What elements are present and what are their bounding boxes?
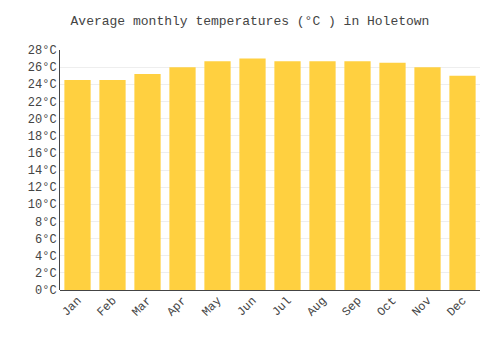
- svg-text:8°C: 8°C: [35, 216, 57, 230]
- svg-text:10°C: 10°C: [28, 198, 57, 212]
- svg-text:2°C: 2°C: [35, 267, 57, 281]
- svg-text:Average monthly temperatures (: Average monthly temperatures (°C ) in Ho…: [71, 14, 430, 29]
- svg-text:Mar: Mar: [129, 294, 154, 319]
- svg-text:18°C: 18°C: [28, 130, 57, 144]
- svg-text:20°C: 20°C: [28, 113, 57, 127]
- svg-text:Apr: Apr: [164, 294, 189, 319]
- svg-text:14°C: 14°C: [28, 164, 57, 178]
- svg-text:28°C: 28°C: [28, 44, 57, 58]
- svg-text:Dec: Dec: [444, 294, 469, 319]
- svg-text:Aug: Aug: [304, 294, 329, 319]
- svg-text:24°C: 24°C: [28, 78, 57, 92]
- svg-text:Feb: Feb: [94, 294, 119, 319]
- svg-text:May: May: [199, 294, 224, 319]
- svg-text:Jun: Jun: [234, 294, 259, 319]
- svg-text:6°C: 6°C: [35, 233, 57, 247]
- svg-text:0°C: 0°C: [35, 284, 57, 298]
- svg-text:4°C: 4°C: [35, 250, 57, 264]
- svg-text:16°C: 16°C: [28, 147, 57, 161]
- svg-text:12°C: 12°C: [28, 181, 57, 195]
- svg-text:26°C: 26°C: [28, 61, 57, 75]
- svg-text:Jul: Jul: [269, 294, 294, 319]
- svg-text:Oct: Oct: [374, 294, 399, 319]
- svg-text:Nov: Nov: [409, 294, 434, 319]
- svg-text:Sep: Sep: [339, 294, 364, 319]
- svg-text:22°C: 22°C: [28, 96, 57, 110]
- svg-text:Jan: Jan: [59, 294, 84, 319]
